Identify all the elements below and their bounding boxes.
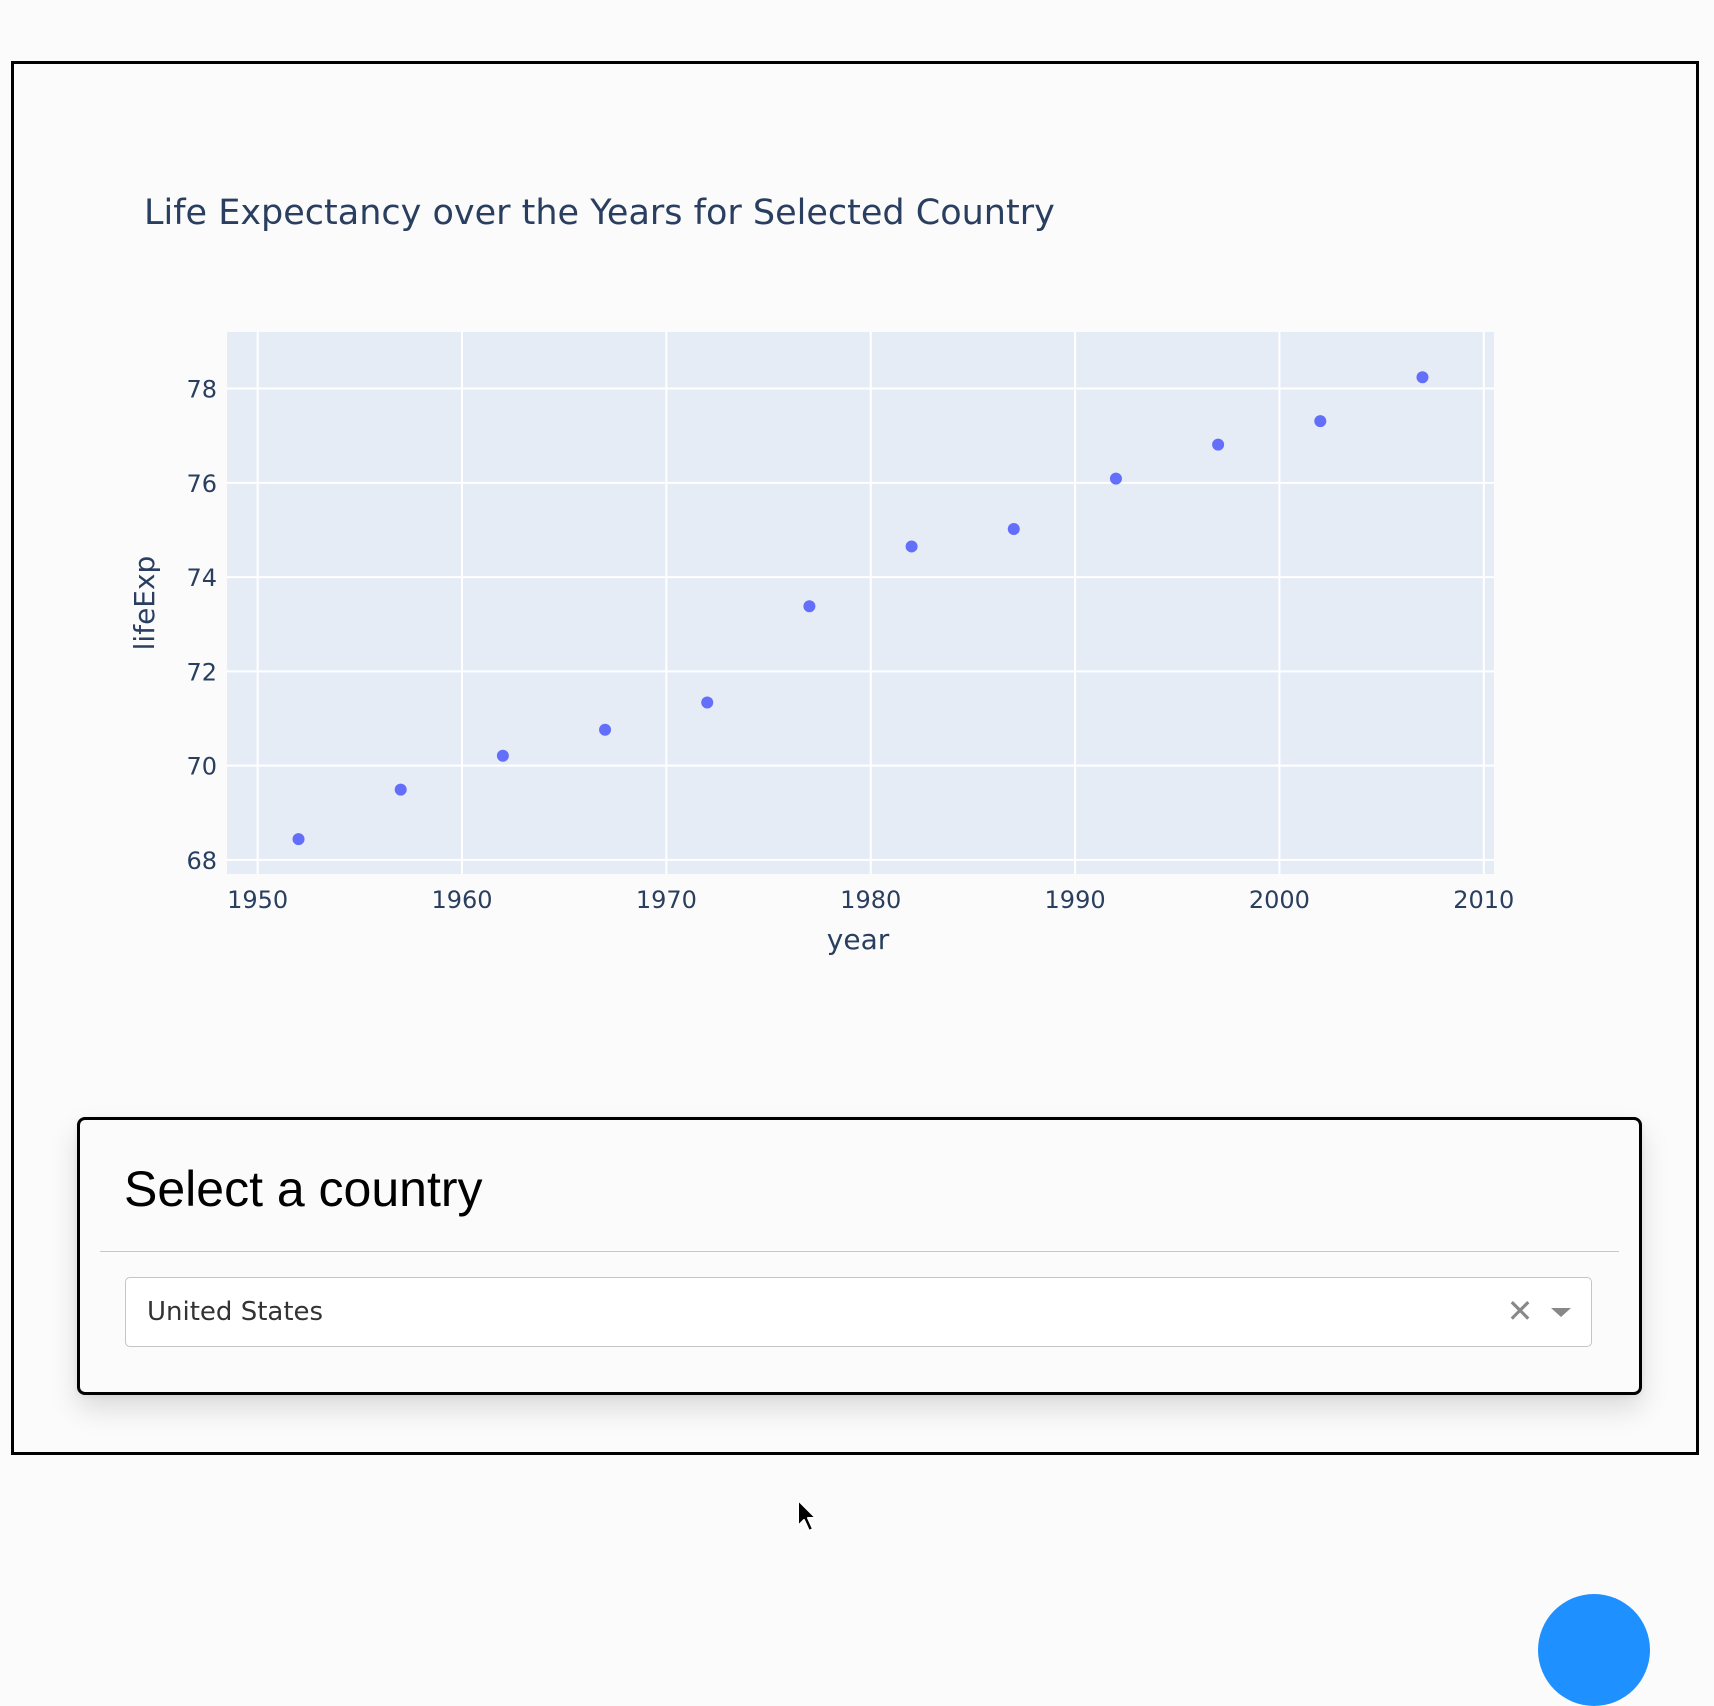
y-tick-label: 70: [186, 753, 217, 781]
country-selector-card: Select a country United States ✕: [77, 1117, 1642, 1395]
y-tick-label: 76: [186, 470, 217, 498]
plot-area: 1950 1960 1970 1980 1990 2000 2010 68 70 72 74 76 78: [186, 332, 1514, 914]
scatter-chart: Life Expectancy over the Years for Selec…: [128, 193, 1514, 956]
data-point: [1212, 438, 1225, 451]
data-point: [599, 723, 612, 736]
mouse-cursor-icon: [797, 1499, 817, 1532]
data-point: [1314, 415, 1327, 428]
x-tick-label: 2010: [1453, 886, 1514, 914]
data-point: [1416, 371, 1429, 384]
data-point: [496, 749, 509, 762]
plot-background: [227, 332, 1494, 874]
chart-container: Life Expectancy over the Years for Selec…: [14, 64, 1696, 1084]
data-point: [394, 783, 407, 796]
card-divider: [100, 1251, 1619, 1252]
floating-action-button[interactable]: [1538, 1594, 1650, 1706]
data-point: [701, 696, 714, 709]
y-axis-title: lifeExp: [128, 556, 161, 651]
data-point: [1007, 523, 1020, 536]
chevron-down-icon[interactable]: [1551, 1308, 1571, 1317]
chart-title: Life Expectancy over the Years for Selec…: [144, 193, 1055, 233]
data-point: [292, 833, 305, 846]
x-tick-label: 1980: [840, 886, 901, 914]
app-frame: Life Expectancy over the Years for Selec…: [11, 61, 1699, 1455]
data-point: [803, 600, 816, 613]
x-tick-label: 1970: [636, 886, 697, 914]
clear-icon[interactable]: ✕: [1506, 1292, 1534, 1330]
x-tick-label: 1990: [1045, 886, 1106, 914]
y-tick-label: 74: [186, 564, 217, 592]
x-axis-title: year: [827, 923, 890, 956]
y-tick-label: 72: [186, 658, 217, 686]
selector-title: Select a country: [124, 1161, 483, 1217]
data-point: [1109, 472, 1122, 485]
data-point: [905, 540, 918, 553]
selected-country: United States: [147, 1297, 324, 1327]
x-tick-label: 1960: [431, 886, 492, 914]
x-tick-label: 2000: [1249, 886, 1310, 914]
y-tick-label: 78: [186, 376, 217, 404]
x-tick-label: 1950: [227, 886, 288, 914]
y-tick-label: 68: [186, 847, 217, 875]
country-dropdown[interactable]: United States ✕: [125, 1277, 1592, 1347]
